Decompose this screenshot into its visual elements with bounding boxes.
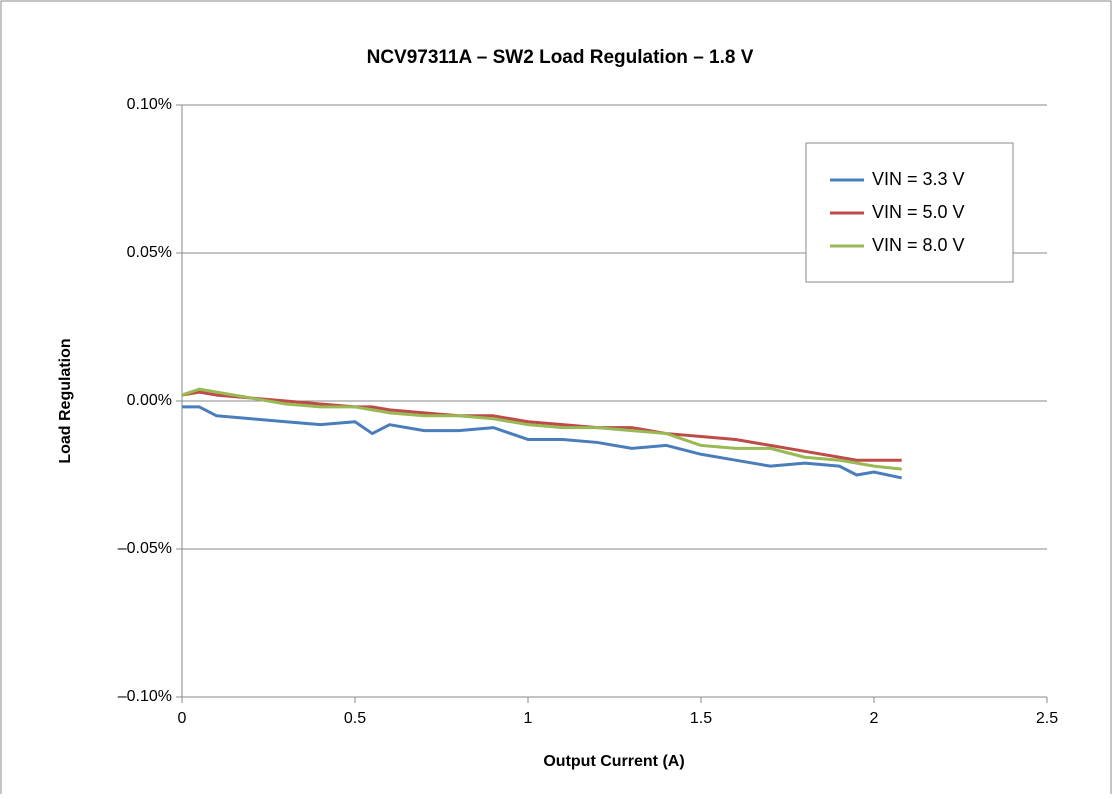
x-tick-label: 0.5 (344, 710, 366, 727)
chart-title: NCV97311A – SW2 Load Regulation – 1.8 V (367, 47, 754, 68)
x-tick-label: 2.5 (1036, 710, 1058, 727)
y-tick-label: 0.05% (127, 244, 172, 261)
x-axis-label: Output Current (A) (543, 753, 684, 770)
y-tick-label: 0.10% (127, 96, 172, 113)
data-line (181, 387, 902, 471)
y-axis-label: Load Regulation (57, 338, 74, 463)
y-tick-label: 0.00% (127, 392, 172, 409)
legend-label: VIN = 8.0 V (872, 235, 965, 255)
x-tick-label: 1.5 (690, 710, 712, 727)
legend-label: VIN = 3.3 V (872, 169, 965, 189)
y-tick-label: –0.10% (118, 688, 172, 705)
x-tick-label: 2 (870, 710, 879, 727)
data-line (182, 405, 902, 480)
x-tick-label: 0 (178, 710, 187, 727)
data-line (181, 390, 902, 462)
y-tick-label: –0.05% (118, 540, 172, 557)
legend-label: VIN = 5.0 V (872, 202, 965, 222)
x-tick-label: 1 (524, 710, 533, 727)
